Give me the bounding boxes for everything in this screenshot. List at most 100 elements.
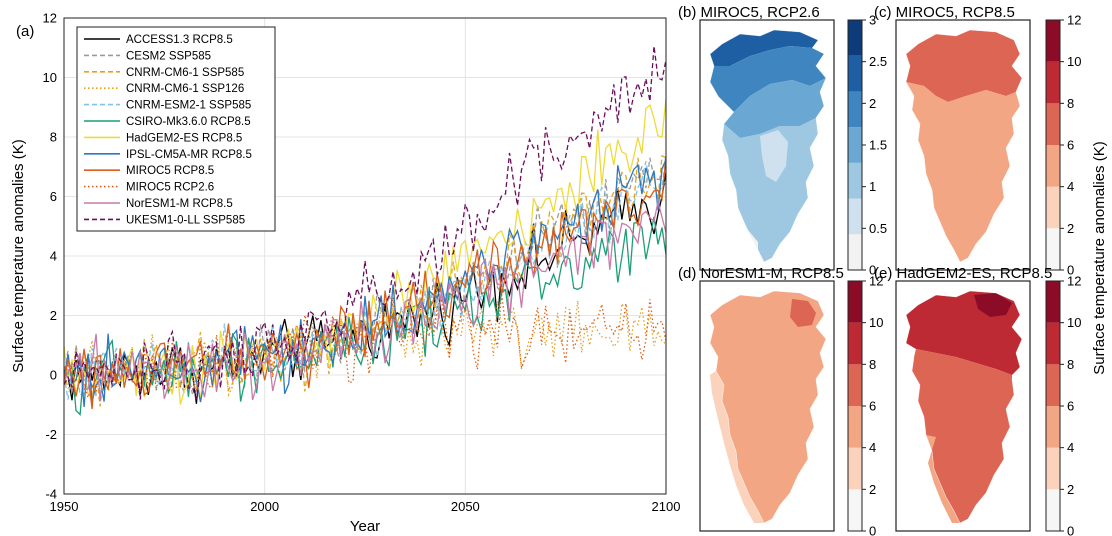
y-tick-label: 0 [50,368,57,383]
colorbar-tick-label: 12 [1067,274,1081,289]
legend-entry: NorESM1-M RCP8.5 [126,198,233,210]
colorbar-segment [848,406,862,448]
map-region [974,293,1012,317]
series-line [63,201,667,402]
y-tick-label: -4 [45,487,57,502]
legend-entry: CSIRO-Mk3.6.0 RCP8.5 [126,116,251,128]
map-panel: (d) NorESM1-M, RCP8.5 0 2 4 6 8 10 12 [678,265,883,536]
legend-entry: HadGEM2-ES RCP8.5 [126,132,242,144]
map-region [724,78,826,138]
legend-entry: CNRM-CM6-1 SSP585 [126,67,244,79]
colorbar-segment [848,447,862,490]
map-panels: (b) MIROC5, RCP2.6 0 0.5 1 1.5 2 2.5 3(c) MIROC… [678,4,1081,536]
colorbar-tick-label: 6 [1067,399,1074,414]
x-tick-label: 1950 [50,499,79,514]
colorbar-tick-label: 0 [869,524,876,536]
colorbar-tick-label: 3 [869,13,876,28]
legend-entry: CESM2 SSP585 [126,50,211,62]
legend-box [76,26,276,232]
colorbar-segment [848,20,862,56]
map-title: (c) MIROC5, RCP8.5 [874,4,1015,21]
colorbar-tick-label: 0 [1067,524,1074,536]
y-tick-label: 2 [50,308,57,323]
colorbar-tick-label: 0 [1067,263,1074,278]
x-axis-label: Year [350,518,380,535]
series-line [63,154,667,407]
colorbar-segment [1046,61,1060,104]
series-line [63,159,667,407]
x-axis-ticks: 1950 2000 2050 2100 [50,499,681,514]
series-line [63,156,667,410]
colorbar-tick-label: 8 [869,357,876,372]
y-tick-label: 6 [50,189,57,204]
y-axis-label: Surface temperature anomalies (K) [10,139,27,372]
colorbar-segment [1046,364,1060,406]
y-tick-label: -2 [45,427,57,442]
y-tick-label: 10 [43,70,57,85]
colorbar-tick-label: 10 [1067,315,1081,330]
colorbar-tick-label: 2 [869,96,876,111]
map-region [710,291,826,523]
map-region [912,349,1014,523]
colorbar-tick-label: 2.5 [869,54,887,69]
legend-entry: MIROC5 RCP2.6 [126,182,214,194]
colorbar-tick-label: 4 [1067,179,1074,194]
colorbar-segment [848,127,862,163]
series-line [63,45,667,400]
colorbar-segment [1046,322,1060,365]
map-panel: (e) HadGEM2-ES, RCP8.5 0 2 4 6 8 10 12 [874,265,1081,536]
map-title: (e) HadGEM2-ES, RCP8.5 [874,265,1052,282]
legend: ACCESS1.3 RCP8.5 CESM2 SSP585 CNRM-CM6-1 S… [76,26,276,232]
map-panel: (b) MIROC5, RCP2.6 0 0.5 1 1.5 2 2.5 3 [678,4,887,278]
legend-entry: ACCESS1.3 RCP8.5 [126,34,233,46]
legend-entry: CNRM-ESM2-1 SSP585 [126,100,251,112]
map-region [906,82,1020,262]
colorbar-segment [1046,20,1060,62]
colorbar-segment [848,489,862,531]
colorbar-segment [848,281,862,323]
grid [63,17,667,495]
x-tick-label: 2000 [250,499,279,514]
colorbar-label: Surface temperature anomalies (K) [1091,141,1108,374]
colorbar-tick-label: 0 [869,263,876,278]
legend-entry: MIROC5 RCP8.5 [126,165,214,177]
colorbar-tick-label: 4 [1067,440,1074,455]
colorbar-tick-label: 2 [1067,221,1074,236]
map-region [710,371,764,523]
greenland-map [905,29,1023,263]
legend-entry: IPSL-CM5A-MR RCP8.5 [126,149,252,161]
colorbar-segment [1046,186,1060,229]
greenland-map [709,290,827,524]
colorbar-segment [848,55,862,92]
colorbar-segment [848,322,862,365]
map-outline [709,29,827,263]
colorbar-tick-label: 6 [1067,138,1074,153]
colorbar-segment [848,234,862,270]
y-tick-label: 12 [43,11,57,26]
map-title: (d) NorESM1-M, RCP8.5 [678,265,844,282]
colorbar-tick-label: 12 [1067,13,1081,28]
colorbar-segment [848,91,862,128]
y-tick-label: 4 [50,249,57,264]
greenland-map [905,290,1023,524]
map-region [710,46,826,112]
colorbar-segment [1046,406,1060,448]
colorbar-segment [1046,447,1060,490]
colorbar-segment [1046,103,1060,145]
colorbar-tick-label: 12 [869,274,883,289]
colorbar-tick-label: 4 [869,440,876,455]
x-tick-label: 2050 [451,499,480,514]
colorbar-tick-label: 8 [1067,357,1074,372]
colorbar-segment [848,162,862,199]
colorbar-segment [1046,228,1060,270]
series-line [63,300,667,398]
legend-entry: CNRM-CM6-1 SSP126 [126,83,244,95]
colorbar-segment [1046,281,1060,323]
colorbar-tick-label: 1.5 [869,138,887,153]
map-outline [905,29,1023,263]
y-tick-label: 8 [50,130,57,145]
series-line [63,98,667,405]
map-region [906,30,1022,102]
